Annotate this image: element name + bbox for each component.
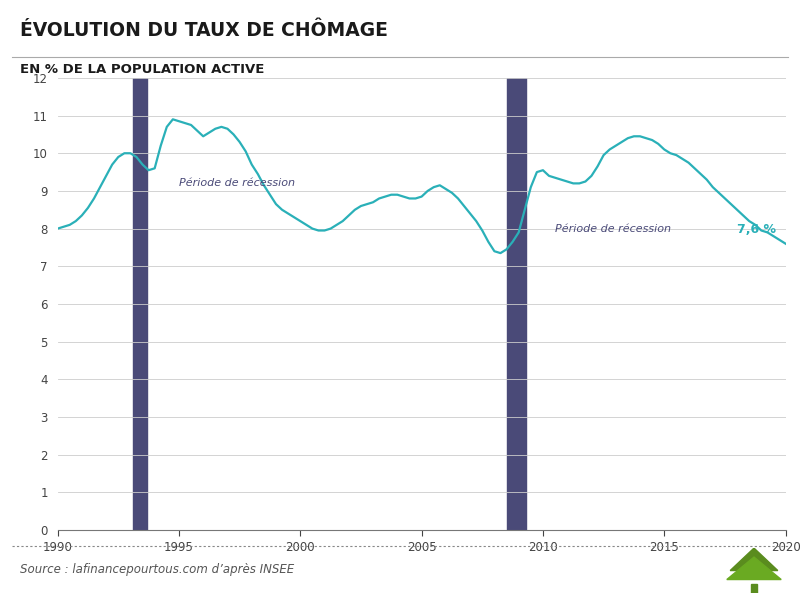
Polygon shape bbox=[750, 584, 758, 593]
Text: Source : lafinancepourtous.com d’après INSEE: Source : lafinancepourtous.com d’après I… bbox=[20, 562, 294, 576]
Polygon shape bbox=[726, 557, 781, 580]
Text: EN % DE LA POPULATION ACTIVE: EN % DE LA POPULATION ACTIVE bbox=[20, 63, 264, 76]
Text: Période de récession: Période de récession bbox=[555, 223, 671, 234]
Text: Période de récession: Période de récession bbox=[179, 179, 295, 189]
Bar bbox=[133, 78, 147, 530]
Polygon shape bbox=[730, 548, 778, 570]
Text: 7,6 %: 7,6 % bbox=[737, 223, 776, 236]
Text: ÉVOLUTION DU TAUX DE CHÔMAGE: ÉVOLUTION DU TAUX DE CHÔMAGE bbox=[20, 21, 388, 40]
Bar bbox=[506, 78, 526, 530]
